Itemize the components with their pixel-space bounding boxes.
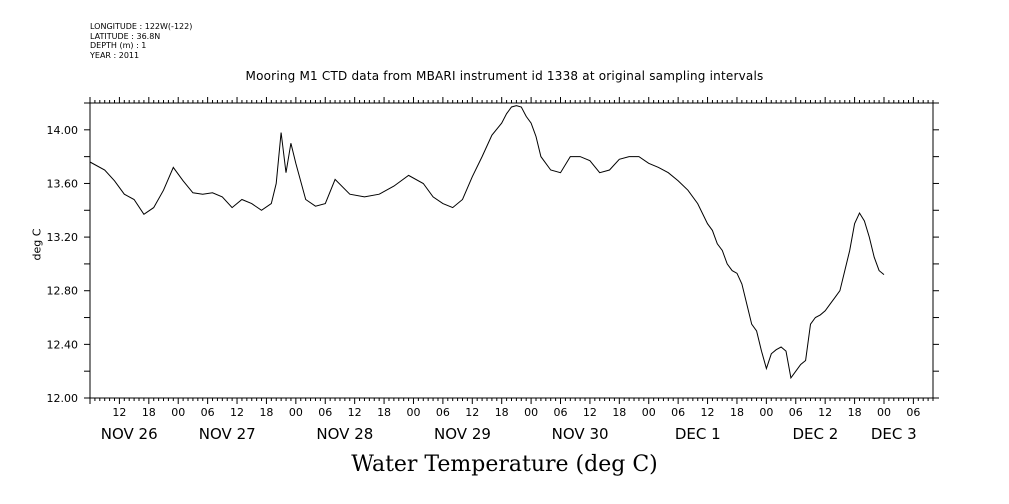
x-hour-tick-label: 18 — [259, 406, 273, 419]
depth-label: DEPTH (m) : 1 — [90, 41, 147, 50]
x-hour-tick-label: 06 — [789, 406, 803, 419]
y-tick-label: 12.80 — [47, 285, 79, 298]
x-hour-tick-label: 06 — [671, 406, 685, 419]
latitude-label: LATITUDE : 36.8N — [90, 31, 161, 41]
x-hour-tick-label: 06 — [554, 406, 568, 419]
x-hour-tick-label: 12 — [230, 406, 244, 419]
series-line — [89, 105, 885, 380]
y-tick-label: 12.00 — [47, 392, 79, 405]
x-date-label: DEC 2 — [792, 425, 838, 443]
x-date-label: NOV 28 — [316, 425, 373, 443]
x-hour-tick-label: 18 — [848, 406, 862, 419]
x-hour-tick-label: 12 — [348, 406, 362, 419]
x-date-label: DEC 3 — [871, 425, 917, 443]
x-hour-tick-label: 00 — [406, 406, 420, 419]
x-hour-tick-label: 06 — [436, 406, 450, 419]
metadata-block: LONGITUDE : 122W(-122) LATITUDE : 36.8N … — [90, 22, 192, 60]
x-hour-tick-label: 18 — [495, 406, 509, 419]
x-date-label: NOV 29 — [434, 425, 491, 443]
x-hour-tick-label: 12 — [112, 406, 126, 419]
x-hour-tick-label: 18 — [612, 406, 626, 419]
x-hour-tick-label: 00 — [524, 406, 538, 419]
x-hour-tick-label: 00 — [289, 406, 303, 419]
x-hour-tick-label: 00 — [877, 406, 891, 419]
x-axis-label: Water Temperature (deg C) — [351, 452, 658, 477]
y-tick-label: 13.60 — [47, 177, 79, 190]
y-tick-label: 14.00 — [47, 124, 79, 137]
x-hour-tick-label: 06 — [318, 406, 332, 419]
x-hour-tick-label: 00 — [171, 406, 185, 419]
y-tick-label: 12.40 — [47, 338, 79, 351]
longitude-label: LONGITUDE : 122W(-122) — [90, 22, 193, 31]
x-hour-tick-label: 12 — [465, 406, 479, 419]
x-hour-tick-label: 18 — [377, 406, 391, 419]
x-date-label: NOV 26 — [101, 425, 158, 443]
x-hour-tick-label: 06 — [201, 406, 215, 419]
x-hour-tick-label: 18 — [142, 406, 156, 419]
y-tick-label: 13.20 — [47, 231, 79, 244]
x-date-label: DEC 1 — [675, 425, 721, 443]
axis-tick-labels: 12.00 12.40 12.80 13.20 13.60 14.00 12 18 00 06 12… — [47, 124, 921, 443]
x-hour-tick-label: 18 — [730, 406, 744, 419]
x-hour-tick-label: 00 — [759, 406, 773, 419]
x-date-label: NOV 30 — [552, 425, 609, 443]
chart-title: Mooring M1 CTD data from MBARI instrumen… — [245, 69, 764, 83]
x-hour-tick-label: 12 — [583, 406, 597, 419]
x-hour-tick-label: 00 — [642, 406, 656, 419]
x-date-label: NOV 27 — [199, 425, 256, 443]
axis-ticks — [84, 97, 939, 404]
x-hour-tick-label: 12 — [818, 406, 832, 419]
x-hour-tick-label: 06 — [906, 406, 920, 419]
x-hour-tick-label: 12 — [701, 406, 715, 419]
year-label: YEAR : 2011 — [90, 50, 140, 60]
